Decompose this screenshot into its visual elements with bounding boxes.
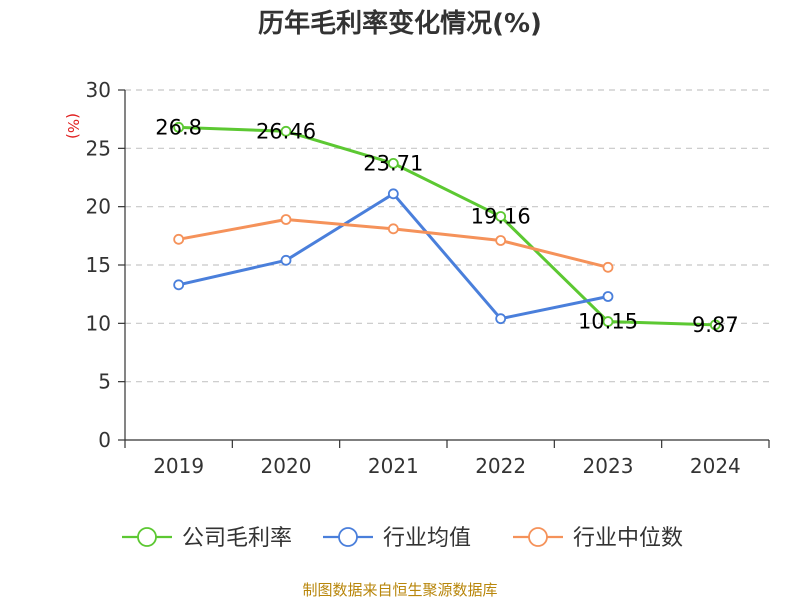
x-tick-label: 2020 bbox=[261, 454, 312, 478]
y-tick-label: 30 bbox=[86, 78, 111, 102]
data-point bbox=[280, 254, 292, 266]
y-tick-label: 5 bbox=[98, 370, 111, 394]
legend[interactable]: 公司毛利率 行业均值 行业中位数 bbox=[122, 526, 683, 551]
data-labels: 26.8 26.46 23.71 19.16 10.15 9.87 bbox=[155, 115, 738, 337]
y-tick-label: 10 bbox=[86, 311, 111, 335]
data-point bbox=[173, 233, 185, 245]
legend-label: 行业中位数 bbox=[573, 526, 683, 551]
y-tick-label: 20 bbox=[86, 195, 111, 219]
data-label: 9.87 bbox=[692, 313, 739, 337]
gridlines bbox=[125, 89, 769, 383]
y-tick-label: 0 bbox=[98, 428, 111, 452]
data-label: 26.46 bbox=[256, 119, 316, 143]
data-label: 26.8 bbox=[155, 115, 202, 139]
data-label: 10.15 bbox=[578, 310, 638, 334]
data-point bbox=[495, 313, 507, 325]
legend-label: 公司毛利率 bbox=[182, 526, 292, 551]
data-point bbox=[280, 214, 292, 225]
legend-marker bbox=[528, 527, 548, 547]
data-point bbox=[495, 211, 507, 222]
data-point bbox=[173, 279, 185, 291]
data-point bbox=[495, 235, 507, 246]
x-tick-label: 2021 bbox=[368, 454, 419, 478]
legend-marker bbox=[338, 527, 358, 547]
data-point bbox=[602, 291, 614, 302]
data-point bbox=[602, 261, 614, 273]
data-point bbox=[709, 319, 721, 331]
legend-item-2[interactable]: 行业中位数 bbox=[513, 526, 683, 551]
series-2 bbox=[173, 214, 614, 273]
data-source-footer: 制图数据来自恒生聚源数据库 bbox=[302, 581, 497, 599]
series-layer bbox=[173, 121, 721, 331]
data-point bbox=[387, 223, 399, 235]
x-tick-label: 2019 bbox=[153, 454, 204, 478]
series-1 bbox=[173, 188, 614, 325]
data-point bbox=[280, 125, 292, 137]
axes: 0 5 10 15 20 25 30 2019 2020 2021 2022 2023 2024 bbox=[86, 78, 770, 478]
data-label: 19.16 bbox=[471, 204, 531, 228]
series-line bbox=[178, 125, 716, 327]
x-tick-label: 2022 bbox=[475, 454, 526, 478]
data-point bbox=[387, 188, 399, 200]
data-label: 23.71 bbox=[363, 151, 423, 175]
legend-label: 行业均值 bbox=[383, 526, 471, 551]
chart-title: 历年毛利率变化情况(%) bbox=[258, 8, 542, 39]
y-tick-label: 25 bbox=[86, 136, 111, 160]
y-tick-label: 15 bbox=[86, 253, 111, 277]
series-0 bbox=[173, 121, 721, 331]
series-line bbox=[178, 192, 609, 321]
x-tick-label: 2024 bbox=[690, 454, 741, 478]
data-point bbox=[387, 157, 399, 169]
legend-item-1[interactable]: 行业均值 bbox=[323, 526, 471, 551]
y-axis-unit-label: (%) bbox=[64, 113, 82, 139]
legend-item-0[interactable]: 公司毛利率 bbox=[122, 526, 292, 551]
legend-marker bbox=[137, 527, 157, 547]
data-point bbox=[173, 121, 185, 133]
x-tick-label: 2023 bbox=[583, 454, 634, 478]
data-point bbox=[602, 316, 614, 327]
